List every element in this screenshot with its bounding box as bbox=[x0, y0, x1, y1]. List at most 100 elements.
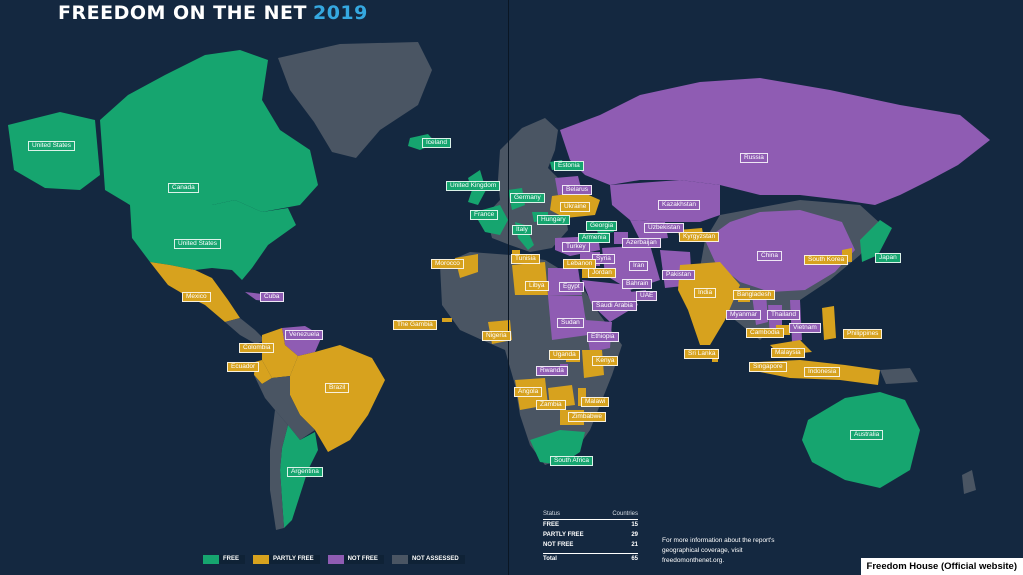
legend-swatch bbox=[327, 555, 344, 564]
country-label: Armenia bbox=[578, 233, 611, 243]
country-label: Malawi bbox=[581, 397, 610, 407]
country-label: Australia bbox=[850, 430, 884, 440]
stats-row-count: 21 bbox=[631, 542, 638, 548]
country-label: Tunisia bbox=[511, 254, 540, 264]
map-title: FREEDOM ON THE NET 2019 bbox=[58, 2, 368, 24]
country-label: Saudi Arabia bbox=[592, 301, 637, 311]
alaska-shape bbox=[8, 112, 100, 190]
country-label: South Korea bbox=[804, 255, 849, 265]
legend-label: NOT ASSESSED bbox=[407, 555, 465, 564]
country-label: Belarus bbox=[562, 185, 593, 195]
map-divider bbox=[508, 0, 509, 575]
country-label: Iran bbox=[629, 261, 649, 271]
legend-label: FREE bbox=[219, 555, 246, 564]
stats-total-count: 65 bbox=[631, 556, 638, 562]
country-label: Kenya bbox=[592, 356, 619, 366]
country-label: Venezuela bbox=[285, 330, 324, 340]
legend-item-na: NOT ASSESSED bbox=[391, 555, 465, 564]
philippines-shape bbox=[822, 306, 836, 340]
legend-item-free: FREE bbox=[203, 555, 246, 564]
country-label: Angola bbox=[514, 387, 543, 397]
country-label: Kyrgyzstan bbox=[679, 232, 720, 242]
legend-swatch bbox=[203, 555, 219, 564]
country-label: Georgia bbox=[586, 221, 618, 231]
country-label: Mexico bbox=[182, 292, 211, 302]
legend-label: PARTLY FREE bbox=[269, 555, 320, 564]
country-label: Jordan bbox=[588, 268, 616, 278]
country-label: Philippines bbox=[843, 329, 883, 339]
south-america-other-shape bbox=[254, 375, 315, 440]
country-label: Ethiopia bbox=[587, 332, 619, 342]
country-label: Germany bbox=[510, 193, 545, 203]
stats-header-status: Status bbox=[543, 511, 561, 517]
country-label: United States bbox=[174, 239, 222, 249]
country-label: Hungary bbox=[537, 215, 570, 225]
stats-row-status: NOT FREE bbox=[543, 542, 574, 548]
stats-header-countries: Countries bbox=[612, 511, 638, 517]
country-label: Colombia bbox=[239, 343, 275, 353]
country-label: Libya bbox=[525, 281, 549, 291]
legend-swatch bbox=[391, 555, 408, 564]
country-label: Bahrain bbox=[622, 279, 653, 289]
japan-shape bbox=[860, 220, 892, 262]
title-main: FREEDOM ON THE NET bbox=[58, 2, 307, 24]
country-label: Sri Lanka bbox=[684, 349, 720, 359]
vietnam-shape bbox=[790, 300, 802, 342]
info-text: For more information about the report's … bbox=[662, 537, 775, 564]
country-label: Myanmar bbox=[726, 310, 762, 320]
stats-row-status: PARTLY FREE bbox=[543, 532, 584, 538]
india-shape bbox=[678, 262, 740, 345]
stats-table: Status Countries FREE 15 PARTLY FREE 29 … bbox=[543, 509, 638, 564]
central-america-shape bbox=[225, 318, 265, 344]
stats-total-status: Total bbox=[543, 556, 557, 562]
country-label: Uganda bbox=[549, 350, 580, 360]
country-label: Uzbekistan bbox=[644, 223, 685, 233]
legend-label: NOT FREE bbox=[343, 555, 384, 564]
country-label: Azerbaijan bbox=[622, 238, 661, 248]
country-label: Zimbabwe bbox=[568, 412, 606, 422]
canada-shape bbox=[100, 50, 318, 212]
country-label: Indonesia bbox=[804, 367, 841, 377]
russia-shape bbox=[560, 78, 990, 205]
country-label: Cambodia bbox=[746, 328, 784, 338]
legend-item-notfree: NOT FREE bbox=[327, 555, 384, 564]
country-label: Brazil bbox=[325, 383, 350, 393]
country-label: Vietnam bbox=[789, 323, 821, 333]
country-label: Lebanon bbox=[563, 259, 597, 269]
country-label: Japan bbox=[875, 253, 901, 263]
country-label: Kazakhstan bbox=[658, 200, 700, 210]
country-label: Singapore bbox=[749, 362, 787, 372]
greenland-shape bbox=[278, 42, 432, 158]
country-label: Thailand bbox=[767, 310, 800, 320]
country-label: Estonia bbox=[554, 161, 584, 171]
country-label: Turkey bbox=[562, 242, 590, 252]
stats-row: PARTLY FREE 29 bbox=[543, 530, 638, 540]
country-label: Russia bbox=[740, 153, 768, 163]
brazil-shape bbox=[290, 345, 385, 452]
country-label: United States bbox=[28, 141, 76, 151]
stats-row-status: FREE bbox=[543, 522, 560, 528]
country-label: UAE bbox=[636, 291, 658, 301]
country-label: The Gambia bbox=[393, 320, 437, 330]
stats-row: NOT FREE 21 bbox=[543, 540, 638, 550]
country-label: South Africa bbox=[550, 456, 594, 466]
stats-row-count: 29 bbox=[631, 532, 638, 538]
country-label: Egypt bbox=[559, 282, 584, 292]
country-label: Rwanda bbox=[536, 366, 568, 376]
stats-header: Status Countries bbox=[543, 509, 638, 520]
country-label: India bbox=[694, 288, 717, 298]
country-label: Canada bbox=[168, 183, 199, 193]
chile-shape bbox=[270, 410, 288, 530]
source-credit: Freedom House (Official website) bbox=[860, 558, 1023, 575]
stats-total: Total 65 bbox=[543, 553, 638, 564]
legend-item-partly: PARTLY FREE bbox=[253, 555, 320, 564]
country-label: Sudan bbox=[557, 318, 584, 328]
stats-row: FREE 15 bbox=[543, 520, 638, 530]
country-label: United Kingdom bbox=[446, 181, 501, 191]
nz-shape bbox=[962, 470, 976, 494]
country-label: Morocco bbox=[431, 259, 464, 269]
country-label: Argentina bbox=[287, 467, 323, 477]
legend: FREE PARTLY FREE NOT FREE NOT ASSESSED bbox=[203, 555, 465, 565]
